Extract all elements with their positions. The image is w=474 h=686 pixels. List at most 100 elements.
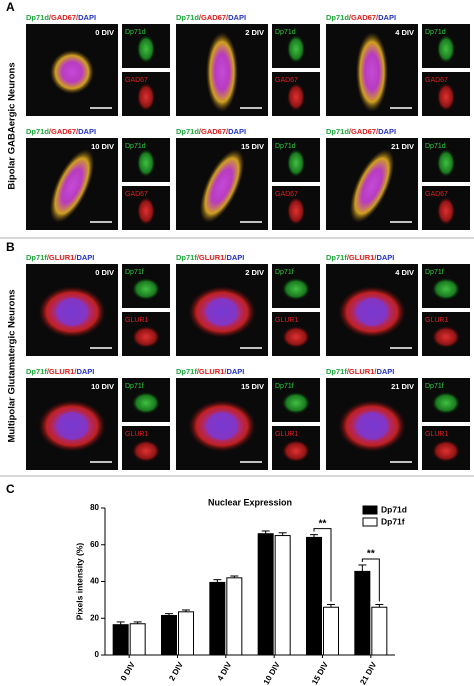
side-label: Bipolar GABAergic Neurons [7, 62, 18, 189]
stain-part: /GLUR1/ [347, 367, 378, 376]
stain-label: Dp71f/GLUR1/DAPI [176, 367, 244, 376]
channel-label: GAD67 [425, 77, 448, 84]
channel-label: GLUR1 [425, 431, 448, 438]
cell [349, 149, 395, 223]
stain-part: Dp71f [26, 253, 47, 262]
stage-label: 21 DIV [391, 142, 414, 151]
channel-label: Dp71f [275, 383, 294, 390]
y-tick-label: 80 [90, 503, 99, 512]
cell [437, 83, 455, 111]
cell [132, 278, 160, 300]
error-bar [310, 534, 318, 538]
nucleus [356, 412, 388, 440]
stain-part: /GAD67/ [49, 127, 79, 136]
stage-label: 4 DIV [395, 28, 414, 37]
bar [178, 611, 194, 656]
channel-label: Dp71d [125, 143, 146, 150]
nucleus [56, 412, 88, 440]
channel-label: Dp71d [425, 143, 446, 150]
cell [282, 326, 310, 348]
cell [132, 326, 160, 348]
stain-part: /GLUR1/ [197, 253, 228, 262]
legend-label: Dp71d [381, 504, 407, 514]
stage-label: 10 DIV [91, 142, 114, 151]
stain-part: Dp71f [326, 367, 347, 376]
significance-bracket [361, 558, 380, 602]
channel-label: Dp71d [275, 29, 296, 36]
chart-title: Nuclear Expression [208, 497, 292, 507]
channel-label: GAD67 [125, 191, 148, 198]
nucleus [56, 298, 88, 326]
cell [287, 35, 305, 63]
error-bar [358, 564, 367, 572]
stage-label: 0 DIV [95, 28, 114, 37]
stain-part: DAPI [378, 13, 396, 22]
error-bar [182, 609, 190, 612]
cell [206, 32, 238, 112]
bar [371, 606, 388, 656]
stain-part: DAPI [376, 367, 394, 376]
cell [132, 440, 160, 462]
cell [282, 278, 310, 300]
x-tick-label: 2 DIV [167, 660, 185, 682]
x-tick-label: 4 DIV [216, 660, 234, 682]
bar [226, 577, 243, 656]
stain-label: Dp71f/GLUR1/DAPI [326, 253, 394, 262]
channel-label: GAD67 [275, 77, 298, 84]
cell [137, 197, 155, 225]
cell [287, 83, 305, 111]
significance-label: ** [367, 549, 375, 560]
channel-label: GLUR1 [125, 431, 148, 438]
cell [49, 149, 95, 223]
x-tick-label: 21 DIV [358, 660, 378, 686]
cell [50, 50, 94, 94]
cell [437, 197, 455, 225]
cell [137, 35, 155, 63]
significance-bracket [313, 528, 332, 602]
x-tick-label: 0 DIV [119, 660, 137, 682]
stain-part: DAPI [378, 127, 396, 136]
stain-part: /GAD67/ [199, 13, 229, 22]
stain-part: Dp71d [176, 127, 199, 136]
stage-label: 2 DIV [245, 28, 264, 37]
stain-part: Dp71f [326, 253, 347, 262]
side-label: Multipolar Glutamatergic Neurons [7, 289, 18, 442]
stain-label: Dp71d/GAD67/DAPI [326, 13, 396, 22]
channel-label: Dp71d [125, 29, 146, 36]
channel-label: GLUR1 [275, 317, 298, 324]
channel-label: Dp71f [275, 269, 294, 276]
channel-label: GAD67 [425, 191, 448, 198]
bar [209, 581, 226, 656]
panel-letter: B [6, 240, 15, 254]
bar [161, 614, 177, 656]
error-bar [213, 579, 222, 583]
cell [432, 278, 460, 300]
nucleus [206, 412, 238, 440]
channel-label: GAD67 [125, 77, 148, 84]
bar [257, 533, 274, 656]
stain-part: DAPI [76, 367, 94, 376]
legend-swatch [362, 505, 378, 515]
legend-label: Dp71f [381, 516, 405, 526]
stain-part: /GAD67/ [199, 127, 229, 136]
panel-letter: A [6, 0, 15, 14]
bar [354, 570, 371, 656]
stain-part: /GLUR1/ [347, 253, 378, 262]
channel-label: GAD67 [275, 191, 298, 198]
stain-label: Dp71d/GAD67/DAPI [326, 127, 396, 136]
panel-letter: C [6, 482, 15, 496]
cell [137, 83, 155, 111]
bar [323, 606, 339, 656]
stage-label: 10 DIV [91, 382, 114, 391]
stain-part: /GLUR1/ [197, 367, 228, 376]
error-bar [116, 621, 125, 625]
cell [287, 149, 305, 177]
stain-part: Dp71f [176, 367, 197, 376]
cell [437, 149, 455, 177]
nucleus [356, 298, 388, 326]
channel-label: Dp71d [275, 143, 296, 150]
channel-label: GLUR1 [425, 317, 448, 324]
stain-label: Dp71f/GLUR1/DAPI [176, 253, 244, 262]
channel-label: Dp71d [425, 29, 446, 36]
